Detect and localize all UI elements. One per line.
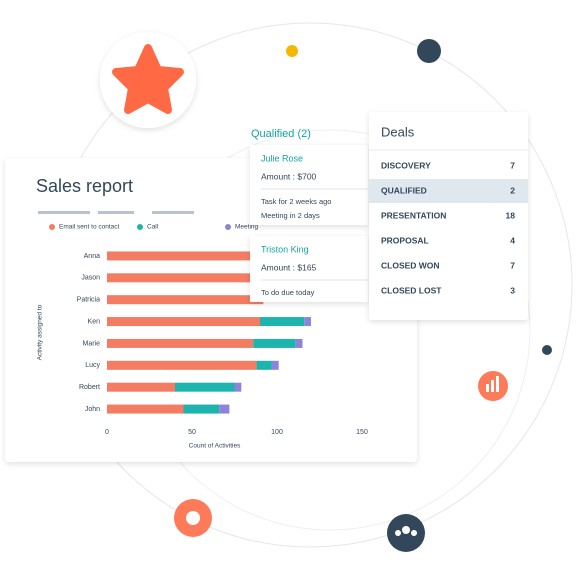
deals-card xyxy=(369,112,528,320)
bar-segment xyxy=(253,338,296,348)
bar-segment xyxy=(183,404,220,414)
bar-segment xyxy=(234,382,242,392)
chart: Email sent to contact Call Meeting 0 50 100 15… xyxy=(37,224,368,450)
star-logo xyxy=(112,44,184,114)
x-tick-label: 150 xyxy=(356,429,368,436)
task: To do due today xyxy=(261,288,315,297)
bar-segment xyxy=(256,360,272,370)
stage-count: 7 xyxy=(510,260,515,270)
x-tick-label: 50 xyxy=(188,429,196,436)
dot xyxy=(542,345,552,355)
y-tick-label: Robert xyxy=(79,384,100,391)
column-title: Qualified (2) xyxy=(251,128,311,140)
stage-count: 18 xyxy=(506,210,516,220)
bar-segment xyxy=(295,338,303,348)
stage-label[interactable]: PROPOSAL xyxy=(381,235,429,245)
contact-name[interactable]: Julie Rose xyxy=(261,153,303,163)
bar-segment xyxy=(271,360,279,370)
x-tick-label: 100 xyxy=(271,429,283,436)
y-tick-label: Marie xyxy=(82,340,100,347)
stage-label[interactable]: CLOSED LOST xyxy=(381,285,442,295)
chart-title: Sales report xyxy=(36,176,133,196)
y-tick-label: Patricia xyxy=(77,297,100,304)
bar-segment xyxy=(107,273,264,283)
deals-title: Deals xyxy=(381,124,415,139)
bar-segment xyxy=(107,251,264,261)
stage-label[interactable]: PRESENTATION xyxy=(381,210,446,220)
stage-count: 2 xyxy=(510,185,515,195)
bar-segment xyxy=(219,404,230,414)
stage-label[interactable]: DISCOVERY xyxy=(381,160,431,170)
legend-label: Call xyxy=(147,224,159,231)
deals-list: DISCOVERY 7 QUALIFIED 2 PRESENTATION 18 PROPOS… xyxy=(369,160,528,295)
bar-segment xyxy=(107,338,254,348)
contact-name[interactable]: Triston King xyxy=(261,244,309,254)
stage-count: 4 xyxy=(510,235,515,245)
stage-count: 3 xyxy=(510,285,515,295)
y-axis-label: Activity assigned to xyxy=(37,304,44,360)
stage-count: 7 xyxy=(510,160,515,170)
deal-card xyxy=(250,236,368,302)
y-tick-label: Lucy xyxy=(85,362,100,369)
task: Meeting in 2 days xyxy=(261,211,320,220)
amount: Amount : $700 xyxy=(261,171,317,181)
icon-people xyxy=(417,39,441,63)
legend-swatch xyxy=(137,224,143,230)
y-tick-label: John xyxy=(85,406,100,413)
dot xyxy=(286,45,298,57)
x-tick-label: 0 xyxy=(105,429,109,436)
x-axis-label: Count of Activities xyxy=(189,443,241,450)
bar-segment xyxy=(260,317,305,327)
bar-segment xyxy=(107,360,257,370)
deal-card xyxy=(250,145,368,225)
y-tick-label: Jason xyxy=(81,275,100,282)
stage-label[interactable]: CLOSED WON xyxy=(381,260,440,270)
bar-segment xyxy=(175,382,235,392)
task: Task for 2 weeks ago xyxy=(261,197,331,206)
y-tick-label: Ken xyxy=(88,318,101,325)
legend-label: Email sent to contact xyxy=(59,224,120,231)
stage-label[interactable]: QUALIFIED xyxy=(381,185,427,195)
bar-segment xyxy=(304,317,311,327)
bar-segment xyxy=(107,382,175,392)
qualified-cards: Julie Rose Amount : $700 Task for 2 weeks … xyxy=(250,145,368,302)
bar-segment xyxy=(107,295,264,305)
legend-swatch xyxy=(49,224,55,230)
y-tick-label: Anna xyxy=(84,253,100,260)
amount: Amount : $165 xyxy=(261,262,317,272)
legend-swatch xyxy=(225,224,231,230)
selected-row xyxy=(369,179,528,203)
bar-segment xyxy=(107,317,260,327)
bar-segment xyxy=(107,404,184,414)
legend-label: Meeting xyxy=(235,224,259,231)
